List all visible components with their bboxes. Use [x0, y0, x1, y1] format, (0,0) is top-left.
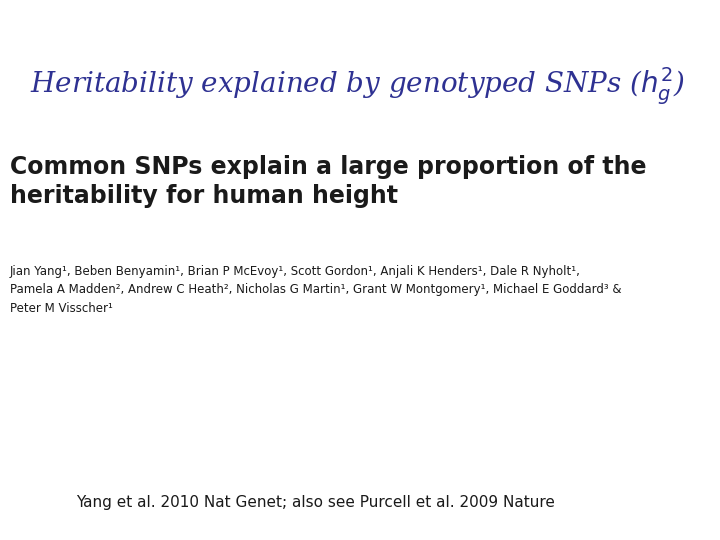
Text: Jian Yang¹, Beben Benyamin¹, Brian P McEvoy¹, Scott Gordon¹, Anjali K Henders¹, : Jian Yang¹, Beben Benyamin¹, Brian P McE…	[10, 265, 621, 315]
Text: Common SNPs explain a large proportion of the
heritability for human height: Common SNPs explain a large proportion o…	[10, 155, 647, 208]
Text: Yang et al. 2010 Nat Genet; also see Purcell et al. 2009 Nature: Yang et al. 2010 Nat Genet; also see Pur…	[76, 495, 555, 510]
Text: Heritability explained by genotyped SNPs ($h_g^2$): Heritability explained by genotyped SNPs…	[30, 65, 685, 107]
